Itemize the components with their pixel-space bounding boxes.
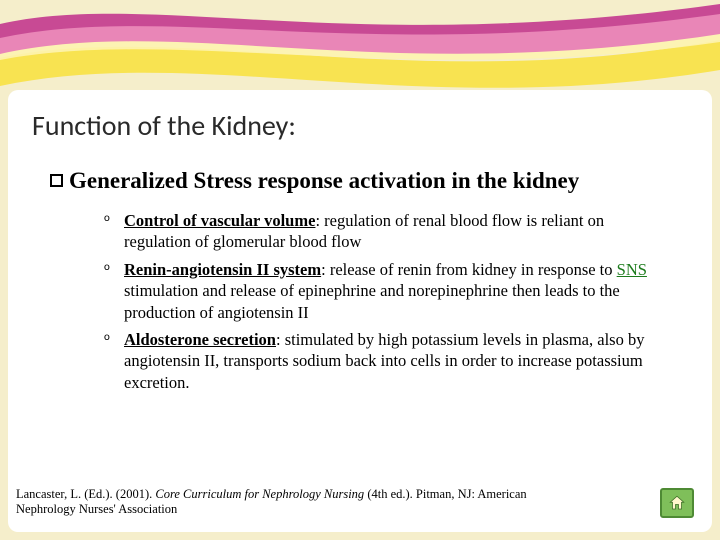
o-bullet-icon: o	[104, 211, 110, 225]
item-rest-pre: : release of renin from kidney in respon…	[321, 260, 617, 279]
slide-title: Function of the Kidney:	[32, 108, 688, 143]
item-lead: Renin-angiotensin II system	[124, 260, 321, 279]
citation-text: Lancaster, L. (Ed.). (2001). Core Curric…	[16, 487, 576, 518]
bullet-list: o Control of vascular volume: regulation…	[104, 210, 668, 394]
o-bullet-icon: o	[104, 260, 110, 274]
home-button[interactable]	[660, 488, 694, 518]
citation-author: Lancaster, L. (Ed.). (2001).	[16, 487, 155, 501]
citation-title: Core Curriculum for Nephrology Nursing	[155, 487, 364, 501]
slide-subheading: Generalized Stress response activation i…	[50, 167, 688, 196]
subheading-text: Generalized Stress response activation i…	[69, 168, 579, 193]
item-lead: Aldosterone secretion	[124, 330, 276, 349]
list-item: o Aldosterone secretion: stimulated by h…	[104, 329, 668, 393]
home-icon	[668, 494, 686, 512]
list-item: o Control of vascular volume: regulation…	[104, 210, 668, 253]
sns-link[interactable]: SNS	[617, 260, 647, 279]
o-bullet-icon: o	[104, 330, 110, 344]
item-rest-post: stimulation and release of epinephrine a…	[124, 281, 620, 321]
list-item: o Renin-angiotensin II system: release o…	[104, 259, 668, 323]
slide-card: Function of the Kidney: Generalized Stre…	[8, 90, 712, 532]
square-bullet-icon	[50, 174, 63, 187]
item-lead: Control of vascular volume	[124, 211, 315, 230]
